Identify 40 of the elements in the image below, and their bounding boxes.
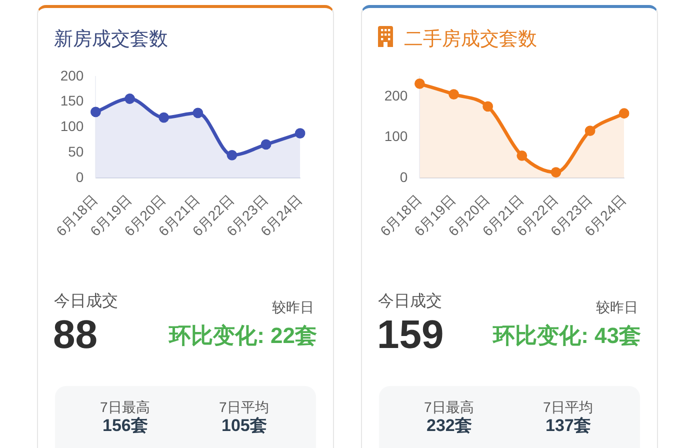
chart-title: 二手房成交套数 — [404, 29, 537, 52]
text: 159 — [377, 312, 444, 359]
point — [414, 78, 425, 89]
point — [192, 108, 204, 118]
point — [482, 101, 494, 112]
text: 7日最高 — [100, 399, 150, 416]
point — [584, 126, 596, 136]
text: 137套 — [546, 416, 591, 436]
text: 环比变化: 43套 — [493, 323, 641, 350]
point — [550, 167, 562, 178]
text: 232套 — [426, 416, 472, 436]
point — [90, 106, 101, 118]
y-tick-label: 150 — [60, 92, 84, 109]
point — [618, 108, 630, 119]
text: 88 — [53, 312, 98, 359]
text: 环比变化: 22套 — [169, 323, 317, 350]
y-tick-label: 0 — [76, 168, 84, 185]
point — [226, 150, 238, 160]
point — [294, 128, 306, 138]
y-tick-label: 100 — [60, 118, 84, 134]
chart-title: 新房成交套数 — [54, 29, 168, 52]
text: 105套 — [222, 416, 267, 436]
y-tick-label: 0 — [400, 168, 408, 185]
text: 156套 — [102, 416, 148, 436]
y-tick-label: 100 — [384, 128, 408, 144]
y-tick-label: 200 — [384, 88, 408, 104]
y-tick-label: 50 — [68, 143, 84, 160]
text: 7日平均 — [543, 399, 593, 416]
text: 7日平均 — [219, 399, 269, 416]
text: 今日成交 — [378, 292, 442, 312]
point — [158, 112, 170, 123]
text: 今日成交 — [54, 292, 118, 312]
text: 7日最高 — [424, 399, 474, 416]
point — [448, 89, 459, 100]
point — [516, 150, 528, 161]
y-tick-label: 200 — [60, 67, 84, 84]
text: 较昨日 — [272, 299, 314, 316]
text: 较昨日 — [596, 299, 638, 316]
point — [124, 94, 135, 104]
point — [260, 139, 272, 150]
